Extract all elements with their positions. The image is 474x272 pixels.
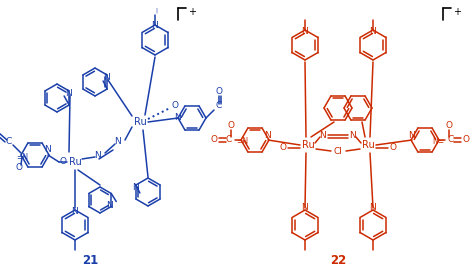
- Text: O: O: [446, 120, 453, 129]
- Text: Ru: Ru: [134, 117, 146, 127]
- Text: N: N: [264, 131, 272, 140]
- Text: C: C: [226, 135, 232, 144]
- Text: N: N: [45, 146, 51, 154]
- Text: O: O: [16, 162, 22, 172]
- Text: O: O: [463, 135, 470, 144]
- Text: N: N: [174, 113, 182, 122]
- Text: N: N: [370, 203, 376, 212]
- Text: N: N: [65, 89, 73, 98]
- Text: O: O: [228, 120, 235, 129]
- Text: N: N: [370, 27, 376, 36]
- Text: O: O: [216, 88, 222, 97]
- Text: N: N: [301, 27, 309, 36]
- Text: N: N: [350, 131, 356, 140]
- Text: N: N: [152, 21, 158, 30]
- Text: =N: =N: [16, 153, 28, 162]
- Text: Ru: Ru: [362, 140, 374, 150]
- Text: Ru: Ru: [301, 140, 314, 150]
- Text: N=: N=: [432, 138, 444, 147]
- Text: 22: 22: [330, 254, 346, 267]
- Text: N: N: [409, 131, 415, 140]
- Text: N: N: [115, 138, 121, 147]
- Text: O: O: [280, 144, 286, 153]
- Text: 21: 21: [82, 254, 98, 267]
- Text: N: N: [95, 150, 101, 159]
- Text: |: |: [155, 7, 157, 13]
- Text: C: C: [6, 138, 12, 147]
- Text: O: O: [390, 144, 396, 153]
- Text: N: N: [104, 73, 110, 82]
- Text: =N: =N: [236, 138, 248, 147]
- Text: N: N: [319, 131, 327, 140]
- Text: +: +: [453, 7, 461, 17]
- Text: O: O: [210, 135, 218, 144]
- Text: N: N: [301, 203, 309, 212]
- Text: Ru: Ru: [69, 157, 82, 167]
- Text: N: N: [72, 208, 78, 217]
- Text: O: O: [172, 100, 179, 110]
- Text: +: +: [188, 7, 196, 17]
- Text: Cl: Cl: [334, 147, 342, 156]
- Text: N: N: [107, 200, 113, 209]
- Text: O: O: [60, 157, 66, 166]
- Text: C: C: [216, 101, 222, 110]
- Text: N: N: [133, 183, 139, 191]
- Text: C: C: [448, 135, 454, 144]
